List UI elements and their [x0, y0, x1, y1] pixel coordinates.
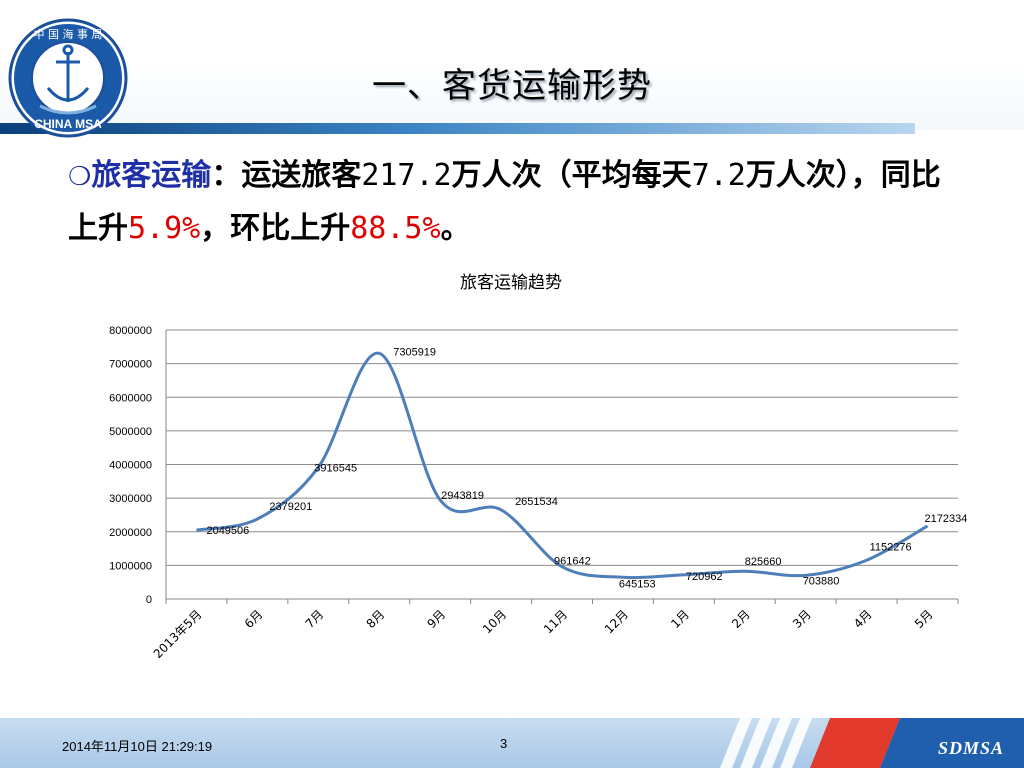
x-tick-label: 8月	[364, 607, 388, 631]
bullet-text-2: 万人次（平均每天	[451, 158, 692, 193]
x-tick-label: 9月	[424, 607, 448, 631]
x-tick-label: 7月	[303, 607, 327, 631]
x-tick-label: 2月	[729, 607, 753, 631]
x-tick-label: 1月	[668, 607, 692, 631]
data-label: 2943819	[441, 490, 484, 502]
y-tick-label: 1000000	[109, 560, 152, 572]
anchor-emblem-icon	[46, 44, 90, 102]
y-axis-ticks: 0 1000000 2000000 3000000 4000000 5000000 6000…	[109, 325, 152, 606]
data-label: 2651534	[515, 496, 558, 508]
bullet-icon: ❍	[68, 162, 92, 192]
header-stripe	[0, 123, 915, 134]
x-tick-label: 6月	[242, 607, 266, 631]
logo-top-text: 中 国 海 事 局	[34, 27, 103, 41]
x-tick-label: 5月	[912, 607, 936, 631]
x-tick-label: 3月	[790, 607, 814, 631]
brand-label: SDMSA	[937, 738, 1004, 758]
bullet-number-2: 7.2	[691, 158, 746, 193]
y-tick-label: 2000000	[109, 527, 152, 539]
bullet-text-4: ，环比上升	[200, 211, 351, 246]
data-label: 1152276	[870, 541, 912, 553]
y-tick-label: 3000000	[109, 493, 152, 505]
data-label: 7305919	[393, 346, 436, 358]
y-tick-label: 8000000	[109, 325, 152, 337]
header-band	[0, 0, 1024, 130]
y-tick-label: 7000000	[109, 359, 152, 371]
footer-date: 2014年11月10日 21:29:19	[62, 739, 213, 754]
series-passengers	[196, 351, 929, 580]
data-label: 720962	[686, 571, 723, 583]
data-label: 2049506	[206, 525, 249, 537]
y-tick-label: 6000000	[109, 392, 152, 404]
y-tick-label: 4000000	[109, 460, 152, 472]
x-tick-label: 10月	[480, 607, 509, 636]
bullet-colon: ：	[211, 158, 242, 193]
data-label: 2379201	[269, 501, 312, 513]
data-label: 645153	[619, 578, 656, 590]
chart-gridlines	[165, 329, 958, 600]
bullet-text-1: 运送旅客	[241, 158, 362, 193]
mom-percent: 88.5%	[350, 211, 441, 246]
data-label: 3916545	[314, 462, 357, 474]
yoy-percent: 5.9%	[128, 211, 201, 246]
x-tick-label: 4月	[851, 607, 875, 631]
china-msa-logo: 中 国 海 事 局 CHINA MSA	[8, 18, 128, 138]
bullet-lead: 旅客运输	[91, 158, 212, 193]
data-label: 825660	[745, 556, 782, 568]
x-axis-ticks: 2013年5月 6月 7月 8月 9月 10月 11月 12月 1月 2月 3月 4月 5月	[151, 599, 959, 661]
bullet-number-1: 217.2	[361, 158, 452, 193]
logo-bottom-text: CHINA MSA	[34, 117, 102, 131]
data-label: 2172334	[925, 513, 968, 525]
footer: 2014年11月10日 21:29:19 3 SDMSA	[0, 712, 1024, 768]
passenger-trend-chart: 旅客运输趋势 0 1000000 2000000 3000000 4000000 5000…	[109, 273, 967, 661]
data-label: 961642	[554, 556, 591, 568]
y-tick-label: 5000000	[109, 426, 152, 438]
x-tick-label: 11月	[541, 607, 570, 636]
series-line	[196, 351, 929, 580]
bullet-text-5: 。	[440, 211, 471, 246]
data-labels: 2049506 2379201 3916545 7305919 2943819 26515…	[206, 346, 967, 590]
bullet-text-3: 万人次），同比上升	[68, 158, 941, 246]
footer-stripes	[720, 718, 1024, 768]
x-tick-label: 2013年5月	[151, 607, 205, 661]
x-tick-label: 12月	[602, 607, 631, 636]
y-tick-label: 0	[146, 594, 152, 606]
slide-title: 一、客货运输形势	[372, 66, 652, 106]
data-label: 703880	[803, 575, 840, 587]
page-number: 3	[500, 736, 508, 751]
bullet-paragraph: ❍旅客运输：运送旅客217.2万人次（平均每天7.2万人次），同比上升5.9%，…	[68, 150, 968, 255]
chart-title: 旅客运输趋势	[460, 273, 562, 293]
